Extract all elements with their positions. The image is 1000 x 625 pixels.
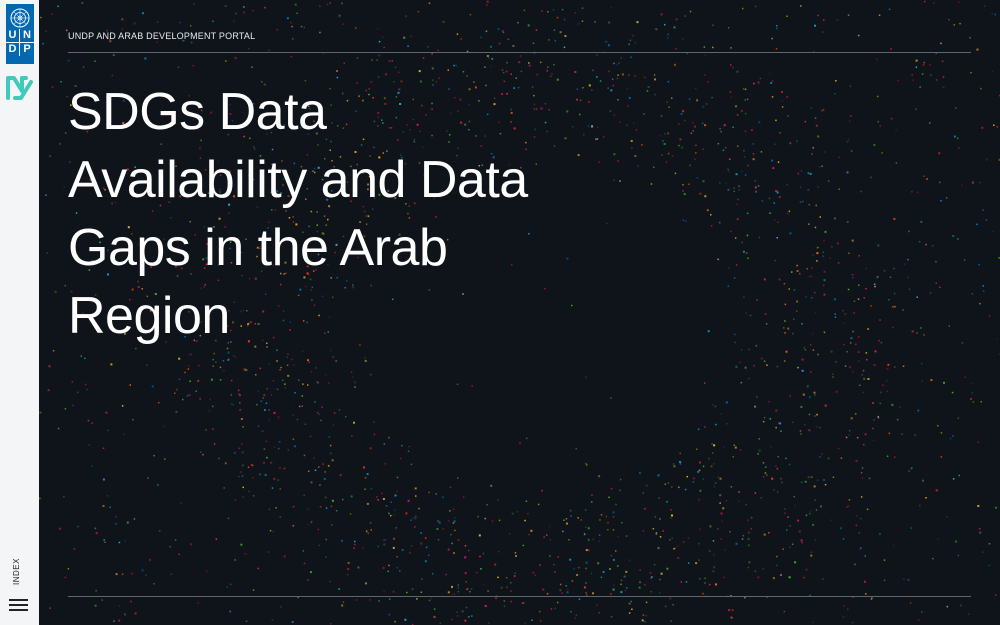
undp-logo[interactable]: U N D P bbox=[6, 4, 34, 64]
logo-letter: U bbox=[6, 29, 20, 43]
top-divider bbox=[68, 52, 971, 53]
portal-label[interactable]: UNDP AND ARAB DEVELOPMENT PORTAL bbox=[68, 31, 256, 41]
background-dot-field bbox=[39, 0, 1000, 625]
logo-letter: D bbox=[6, 43, 20, 56]
sidebar: U N D P INDEX bbox=[0, 0, 39, 625]
undp-letters: U N D P bbox=[6, 29, 34, 56]
page-title: SDGs Data Availability and Data Gaps in … bbox=[68, 83, 528, 345]
index-label[interactable]: INDEX bbox=[12, 558, 21, 585]
un-emblem-icon bbox=[10, 8, 30, 28]
hamburger-menu-icon[interactable] bbox=[9, 597, 29, 613]
logo-letter: N bbox=[20, 29, 34, 43]
logo-letter: P bbox=[23, 43, 31, 55]
bottom-divider bbox=[68, 596, 971, 597]
arab-development-portal-logo-icon[interactable] bbox=[6, 72, 34, 102]
